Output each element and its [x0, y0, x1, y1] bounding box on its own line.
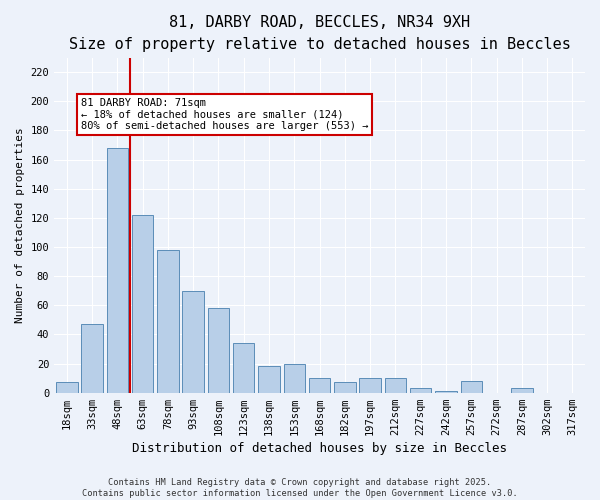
Bar	[359, 378, 381, 392]
X-axis label: Distribution of detached houses by size in Beccles: Distribution of detached houses by size …	[132, 442, 507, 455]
Bar	[334, 382, 356, 392]
Bar	[182, 290, 204, 392]
Text: 81 DARBY ROAD: 71sqm
← 18% of detached houses are smaller (124)
80% of semi-deta: 81 DARBY ROAD: 71sqm ← 18% of detached h…	[81, 98, 368, 131]
Bar	[258, 366, 280, 392]
Bar	[461, 381, 482, 392]
Bar	[107, 148, 128, 392]
Bar	[233, 343, 254, 392]
Bar	[56, 382, 77, 392]
Bar	[309, 378, 331, 392]
Bar	[435, 391, 457, 392]
Bar	[157, 250, 179, 392]
Bar	[132, 215, 154, 392]
Bar	[208, 308, 229, 392]
Text: Contains HM Land Registry data © Crown copyright and database right 2025.
Contai: Contains HM Land Registry data © Crown c…	[82, 478, 518, 498]
Bar	[410, 388, 431, 392]
Title: 81, DARBY ROAD, BECCLES, NR34 9XH
Size of property relative to detached houses i: 81, DARBY ROAD, BECCLES, NR34 9XH Size o…	[68, 15, 571, 52]
Bar	[385, 378, 406, 392]
Y-axis label: Number of detached properties: Number of detached properties	[15, 127, 25, 323]
Bar	[511, 388, 533, 392]
Bar	[82, 324, 103, 392]
Bar	[284, 364, 305, 392]
